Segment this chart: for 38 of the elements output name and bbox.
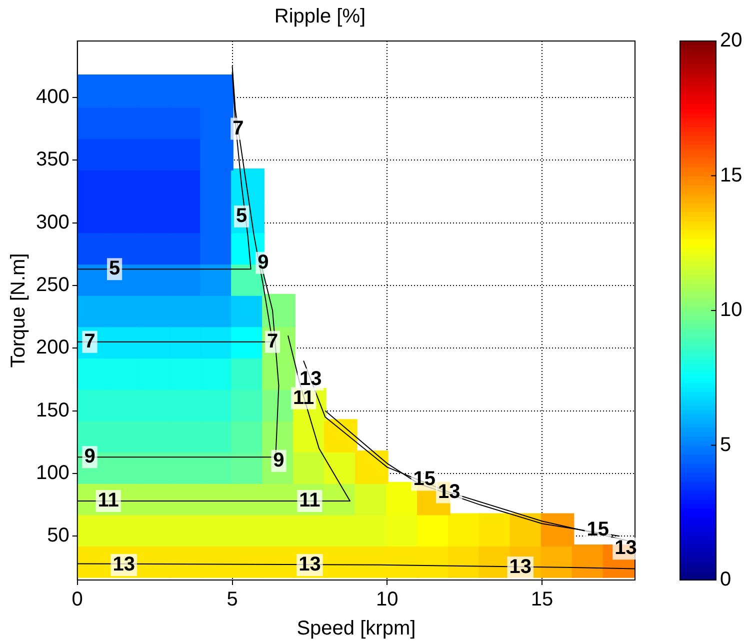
y-tick-label: 50 <box>47 524 70 547</box>
y-tick-label: 150 <box>36 399 70 422</box>
annotation: 11 <box>292 386 314 409</box>
annotation: 9 <box>258 251 269 274</box>
color-bar-label: 10 <box>720 299 742 322</box>
chart-title: Ripple [%] <box>274 6 366 28</box>
x-tick-label: 10 <box>376 588 398 611</box>
x-axis-title: Speed [krpm] <box>296 618 416 640</box>
annotation: 9 <box>84 446 96 468</box>
x-tick-label: 0 <box>72 588 83 611</box>
annotation: 13 <box>298 553 321 576</box>
y-tick-label: 400 <box>36 86 70 108</box>
annotation: 13 <box>509 556 532 578</box>
y-tick-label: 250 <box>36 274 70 296</box>
y-axis-title: Torque [N.m] <box>8 253 30 368</box>
y-tick-label: 300 <box>36 211 70 234</box>
annotation: 15 <box>413 468 436 490</box>
x-tick-label: 5 <box>226 588 238 611</box>
x-tick-label: 15 <box>530 588 554 611</box>
annotation: 11 <box>98 490 119 512</box>
annotation: 7 <box>84 330 96 352</box>
y-tick-label: 350 <box>36 148 70 171</box>
color-bar-label: 20 <box>720 30 742 52</box>
annotation: 13 <box>438 480 460 503</box>
annotation: 7 <box>232 117 244 140</box>
annotation: 11 <box>299 490 320 512</box>
annotation: 5 <box>108 258 120 280</box>
annotation: 5 <box>236 205 248 228</box>
color-bar-label: 15 <box>720 164 742 186</box>
annotation: 13 <box>300 368 322 390</box>
annotation: 15 <box>586 518 609 540</box>
annotation: 13 <box>112 553 135 576</box>
color-bar-label: 0 <box>720 568 732 591</box>
color-bar-label: 5 <box>720 434 732 456</box>
y-tick-label: 200 <box>36 336 70 359</box>
annotation: 9 <box>273 449 284 472</box>
annotation: 13 <box>614 537 637 560</box>
y-tick-label: 100 <box>36 462 70 484</box>
